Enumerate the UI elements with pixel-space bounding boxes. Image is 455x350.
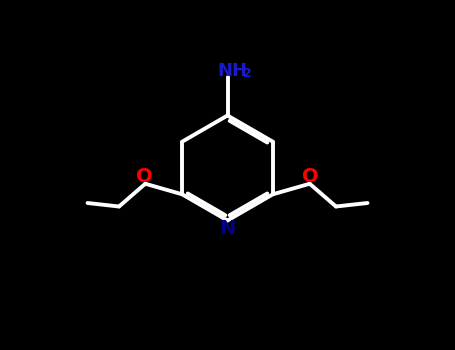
Text: N: N <box>219 219 236 238</box>
Text: O: O <box>302 167 319 186</box>
Text: O: O <box>136 167 153 186</box>
Text: NH: NH <box>218 62 248 80</box>
Text: 2: 2 <box>243 67 252 80</box>
